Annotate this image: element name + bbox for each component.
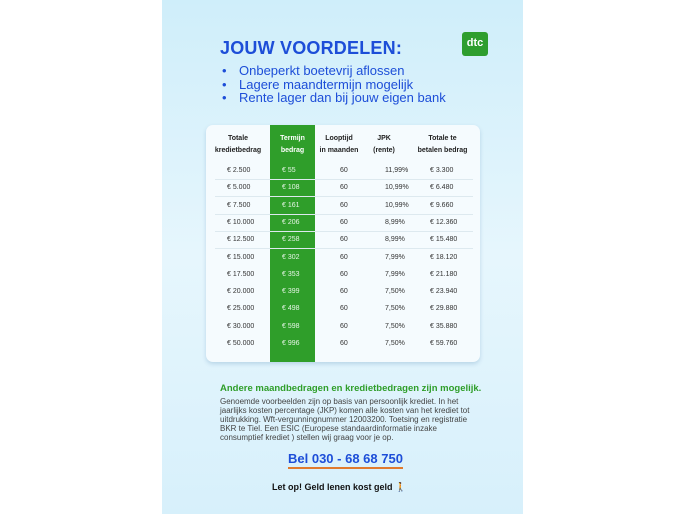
bullet-icon: • [222,76,227,92]
table-cell: 60 [340,201,348,209]
table-cell: € 108 [282,184,300,192]
column-header: JPK (rente) [373,135,395,154]
column-header: Looptijd in maanden [319,135,359,154]
table-cell: 60 [340,288,348,296]
row-divider [215,213,473,215]
table-cell: € 59.760 [430,340,458,347]
warning-text: Let op! Geld lenen kost geld 🚶 [272,482,406,493]
column-header: Totale kredietbedrag [214,135,262,154]
table-cell: € 20.000 [227,288,255,296]
table-cell: 60 [340,322,348,330]
table-cell: € 258 [282,236,300,244]
table-row: € 10.000 € 206 60 8,99% € 12.360 [215,215,473,232]
table-cell: 60 [340,253,348,261]
table-cell: € 206 [282,218,300,226]
table-cell: € 29.880 [430,305,458,313]
warning-label: Let op! Geld lenen kost geld [272,482,393,492]
row-divider [215,230,473,232]
table-cell: € 598 [282,322,300,330]
benefit-text: Lagere maandtermijn mogelijk [239,76,414,92]
table-cell: € 50.000 [227,340,255,347]
benefit-item: • Rente lager dan bij jouw eigen bank [222,91,446,105]
table-cell: 60 [340,236,348,244]
table-cell: 7,50% [385,322,405,330]
table-cell: € 17.500 [227,270,255,278]
table-cell: € 12.500 [227,236,255,244]
benefit-item: • Lagere maandtermijn mogelijk [222,76,446,92]
highlight-column [270,125,315,362]
disclaimer-text: Genoemde voorbeelden zijn op basis van p… [220,397,470,442]
table-cell: 8,99% [385,236,405,244]
table-cell: 11,99% [385,167,409,174]
table-row: € 25.000 € 498 60 7,50% € 29.880 [215,301,473,318]
table-cell: € 30.000 [227,322,255,330]
walking-person-icon: 🚶 [395,482,407,492]
table-cell: € 996 [282,340,300,347]
table-row: € 20.000 € 399 60 7,50% € 23.940 [215,284,473,301]
table-row: € 7.500 € 161 60 10,99% € 9.660 [215,198,473,215]
phone-link[interactable]: Bel 030 - 68 68 750 [288,451,403,469]
table-cell: € 35.880 [430,322,458,330]
table-cell: 10,99% [385,201,409,209]
table-cell: 7,50% [385,340,405,347]
table-cell: € 399 [282,288,300,296]
row-divider [215,248,473,250]
bullet-icon: • [222,63,227,78]
table-cell: € 55 [282,167,296,174]
dtc-logo: dtc [462,32,488,56]
row-divider [215,179,473,180]
table-row: € 5.000 € 108 60 10,99% € 6.480 [215,180,473,198]
table-cell: € 9.660 [430,201,454,209]
row-divider [215,196,473,198]
table-cell: 60 [340,167,348,174]
benefit-text: Onbeperkt boetevrij aflossen [239,63,405,78]
table-cell: 8,99% [385,218,405,226]
table-cell: € 3.300 [430,167,454,174]
table-row: € 12.500 € 258 60 8,99% € 15.480 [215,232,473,250]
benefit-text: Rente lager dan bij jouw eigen bank [239,90,446,105]
table-cell: € 15.000 [227,253,255,261]
table-cell: 7,50% [385,288,405,296]
table-cell: € 302 [282,253,300,261]
table-cell: € 23.940 [430,288,458,296]
table-cell: 7,99% [385,270,405,278]
note-title: Andere maandbedragen en kredietbedragen … [220,383,482,394]
table-cell: 60 [340,305,348,313]
table-row: € 15.000 € 302 60 7,99% € 18.120 [215,250,473,267]
table-row: € 50.000 € 996 60 7,50% € 59.760 [215,336,473,353]
table-cell: € 161 [282,201,300,209]
bullet-icon: • [222,90,227,105]
table-cell: 60 [340,218,348,226]
table-row: € 30.000 € 598 60 7,50% € 35.880 [215,319,473,336]
table-cell: 60 [340,340,348,347]
table-cell: € 498 [282,305,300,313]
table-cell: € 21.180 [430,270,458,278]
table-cell: € 18.120 [430,253,458,261]
table-row: € 2.500 € 55 60 11,99% € 3.300 [215,163,473,180]
table-cell: € 6.480 [430,184,454,192]
table-cell: € 7.500 [227,201,251,209]
table-cell: € 5.000 [227,184,251,192]
table-cell: 7,99% [385,253,405,261]
column-header: Termijn bedrag [280,135,305,154]
table-cell: € 10.000 [227,218,255,226]
benefits-list: • Onbeperkt boetevrij aflossen • Lagere maa… [222,64,446,105]
table-cell: 60 [340,270,348,278]
table-cell: € 353 [282,270,300,278]
table-cell: € 25.000 [227,305,255,313]
table-cell: € 15.480 [430,236,458,244]
column-header: Totale te betalen bedrag [417,135,468,154]
benefit-item: • Onbeperkt boetevrij aflossen [222,64,446,78]
table-cell: 60 [340,184,348,192]
loan-table [206,125,480,362]
table-cell: € 2.500 [227,167,251,174]
table-cell: 10,99% [385,184,409,192]
table-cell: 7,50% [385,305,405,313]
table-cell: € 12.360 [430,218,458,226]
page-title: JOUW VOORDELEN: [220,38,403,58]
table-row: € 17.500 € 353 60 7,99% € 21.180 [215,267,473,284]
